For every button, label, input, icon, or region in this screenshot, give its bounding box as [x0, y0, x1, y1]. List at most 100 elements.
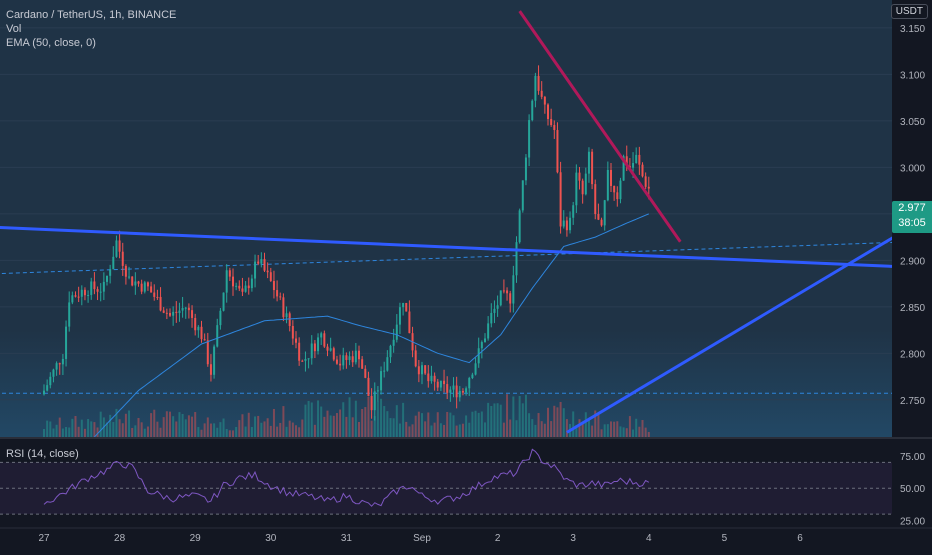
- candle-body: [351, 356, 354, 363]
- candle-body: [238, 285, 241, 289]
- volume-bar: [169, 411, 171, 437]
- volume-bar: [131, 427, 134, 437]
- candle-body: [578, 172, 581, 181]
- candle-body: [361, 359, 364, 369]
- volume-bar: [250, 426, 253, 437]
- candle-body: [562, 220, 565, 227]
- candle-body: [178, 310, 181, 314]
- volume-bar: [87, 419, 90, 437]
- volume-bar: [310, 402, 313, 437]
- candle-body: [96, 289, 99, 292]
- rsi-legend[interactable]: RSI (14, close): [6, 448, 79, 460]
- candle-body: [250, 278, 253, 289]
- volume-bar: [175, 421, 178, 437]
- candle-body: [339, 363, 342, 366]
- volume-bar: [146, 426, 149, 437]
- volume-bar: [178, 412, 181, 437]
- candle-body: [493, 308, 496, 313]
- volume-bar: [58, 417, 61, 437]
- symbol-legend[interactable]: Cardano / TetherUS, 1h, BINANCE: [6, 9, 177, 21]
- price-tick-label: 2.750: [900, 396, 925, 407]
- ema-legend[interactable]: EMA (50, close, 0): [6, 37, 96, 49]
- candle-body: [367, 377, 370, 397]
- volume-bar: [562, 408, 565, 437]
- candle-body: [471, 374, 474, 379]
- volume-bar: [433, 422, 436, 437]
- volume-bar: [112, 422, 115, 437]
- volume-bar: [474, 410, 477, 437]
- volume-bar: [194, 412, 197, 437]
- volume-bar: [644, 427, 647, 437]
- volume-bar: [477, 412, 480, 437]
- candle-body: [584, 173, 587, 195]
- volume-bar: [184, 419, 187, 437]
- candle-body: [184, 307, 187, 309]
- volume-bar: [326, 410, 329, 437]
- candle-body: [358, 350, 360, 360]
- volume-bar: [458, 424, 461, 437]
- candle-body: [619, 180, 622, 200]
- candle-body: [502, 290, 505, 292]
- volume-bar: [93, 422, 96, 437]
- candle-body: [118, 240, 121, 252]
- time-tick-label: Sep: [413, 533, 431, 544]
- candle-body: [71, 295, 74, 303]
- candle-body: [540, 90, 543, 97]
- volume-bar: [288, 420, 291, 437]
- candle-body: [395, 324, 398, 340]
- candle-body: [625, 156, 628, 167]
- volume-bar: [222, 418, 225, 437]
- volume-bar: [213, 423, 216, 437]
- candle-body: [647, 186, 650, 189]
- candle-body: [102, 281, 105, 292]
- candle-body: [342, 355, 345, 366]
- volume-bar: [578, 419, 581, 437]
- volume-bar: [332, 415, 335, 437]
- candle-body: [197, 326, 200, 331]
- rsi-line: [43, 448, 650, 507]
- volume-bar: [209, 423, 212, 437]
- candle-body: [389, 345, 392, 358]
- candle-body: [172, 311, 175, 316]
- candle-body: [547, 104, 549, 119]
- candle-body: [364, 368, 367, 378]
- price-tick-label: 3.150: [900, 24, 925, 35]
- candle-body: [209, 364, 212, 375]
- volume-legend[interactable]: Vol: [6, 23, 22, 35]
- price-axis-bg: [892, 0, 932, 550]
- volume-bar: [638, 426, 641, 437]
- volume-bar: [329, 415, 332, 437]
- candle-countdown: 38:05: [898, 217, 926, 229]
- volume-bar: [408, 426, 411, 437]
- candle-body: [112, 256, 115, 270]
- candle-body: [276, 290, 279, 297]
- volume-bar: [339, 409, 342, 437]
- volume-bar: [625, 428, 628, 437]
- volume-bar: [603, 424, 606, 437]
- candle-body: [143, 282, 146, 292]
- volume-bar: [417, 411, 420, 437]
- candle-body: [121, 251, 124, 266]
- candle-body: [61, 358, 64, 365]
- volume-bar: [613, 421, 616, 437]
- time-tick-label: 3: [570, 533, 576, 544]
- candle-body: [232, 276, 234, 287]
- volume-bar: [455, 425, 458, 437]
- candle-body: [304, 358, 307, 361]
- volume-bar: [461, 423, 464, 437]
- candle-body: [606, 169, 609, 201]
- candle-body: [175, 311, 178, 314]
- candle-body: [398, 307, 401, 325]
- volume-bar: [421, 413, 423, 437]
- candle-body: [140, 283, 143, 292]
- candle-body: [610, 169, 612, 186]
- currency-label[interactable]: USDT: [890, 4, 928, 19]
- volume-bar: [313, 424, 316, 437]
- candle-body: [417, 366, 420, 375]
- candle-body: [439, 380, 442, 388]
- volume-bar: [490, 405, 493, 437]
- candle-body: [106, 275, 108, 282]
- volume-bar: [550, 421, 553, 437]
